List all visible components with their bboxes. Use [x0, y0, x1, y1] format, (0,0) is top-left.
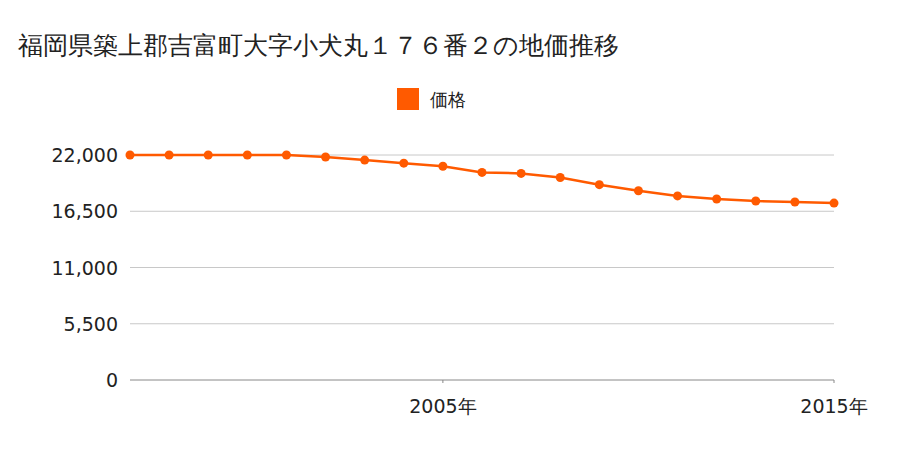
chart-container: 福岡県築上郡吉富町大字小犬丸１７６番２の地価推移価格 0 5,500 11,000 16… [0, 0, 900, 450]
data-point [478, 168, 487, 177]
chart-svg: 福岡県築上郡吉富町大字小犬丸１７６番２の地価推移価格 0 5,500 11,000 16… [0, 0, 900, 450]
title: 福岡県築上郡吉富町大字小犬丸１７６番２の地価推移 [18, 31, 619, 60]
y-tick-label: 16,500 [52, 200, 118, 222]
data-point [360, 156, 369, 165]
data-point [556, 173, 565, 182]
data-point [165, 151, 174, 160]
x-tick-label: 2005年 [409, 395, 476, 417]
x-tick [442, 380, 443, 383]
y-axis: 0 5,500 11,000 16,500 22,000 [52, 144, 834, 391]
grid-line [130, 323, 834, 324]
data-point [399, 159, 408, 168]
data-point [830, 199, 839, 208]
data-point [673, 191, 682, 200]
data-point [712, 194, 721, 203]
x-tick-label: 2015年 [800, 395, 867, 417]
data-point [282, 151, 291, 160]
data-point [790, 198, 799, 207]
data-point [126, 151, 135, 160]
legend-swatch [397, 88, 419, 110]
data-point [517, 169, 526, 178]
legend: 価格 [397, 88, 466, 110]
legend-label: 価格 [430, 89, 466, 110]
x-tick [834, 380, 835, 383]
data-point [204, 151, 213, 160]
grid-line [130, 267, 834, 268]
data-point [634, 186, 643, 195]
data-point [438, 162, 447, 171]
grid-line [130, 380, 834, 381]
y-tick-label: 22,000 [52, 144, 118, 166]
data-point [595, 180, 604, 189]
grid-line [130, 211, 834, 212]
plot-area [126, 151, 839, 208]
x-axis: 2005年 2015年 [409, 380, 867, 417]
data-point [321, 153, 330, 162]
y-tick-label: 5,500 [64, 313, 118, 335]
y-tick-label: 11,000 [52, 257, 118, 279]
series-line [130, 155, 834, 203]
data-point [751, 197, 760, 206]
y-tick-label: 0 [106, 369, 118, 391]
data-point [243, 151, 252, 160]
